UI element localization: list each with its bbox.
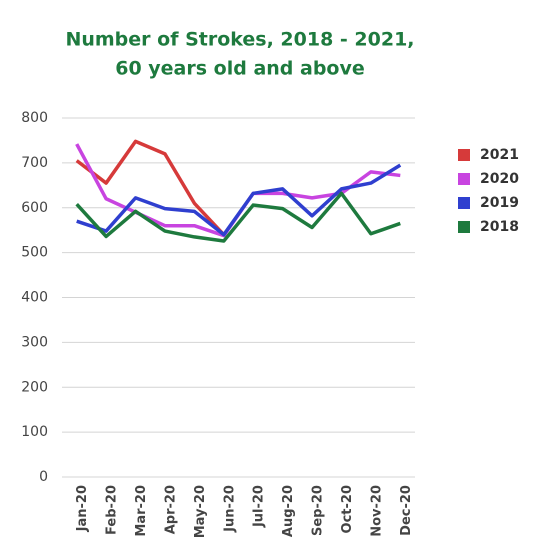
x-tick-label: Jan-20 [75,485,90,532]
y-tick-label: 800 [21,110,48,126]
x-tick-label: Sep-20 [311,485,326,536]
x-tick-label: Dec-20 [399,485,414,536]
x-tick-label: Mar-20 [134,485,149,537]
line [75,191,401,243]
y-tick-label: 100 [21,424,48,440]
x-tick-label: Jul-20 [252,485,267,528]
y-tick-label: 300 [21,334,48,350]
x-tick-label: May-20 [193,485,208,538]
x-tick-label: Aug-20 [281,485,296,537]
line [76,163,402,237]
chart-title: 60 years old and above [115,58,365,80]
x-tick-label: Nov-20 [369,485,384,537]
x-tick-label: Jun-20 [222,485,237,533]
x-tick-label: Apr-20 [163,485,178,534]
y-tick-label: 0 [39,469,48,485]
y-tick-label: 600 [21,200,48,216]
legend-swatch [458,197,470,209]
x-tick-label: Oct-20 [340,485,355,533]
legend-swatch [458,149,470,161]
legend-label: 2019 [480,195,519,211]
legend-label: 2021 [480,147,519,163]
line [75,139,226,236]
legend-swatch [458,173,470,185]
x-tick-label: Feb-20 [105,485,120,535]
y-tick-label: 500 [21,245,48,261]
legend-label: 2018 [480,219,519,235]
y-tick-label: 200 [21,379,48,395]
legend-swatch [458,221,470,233]
chart-title: Number of Strokes, 2018 - 2021, [65,29,414,51]
y-tick-label: 400 [21,290,48,306]
legend-label: 2020 [480,171,519,187]
y-tick-label: 700 [21,155,48,171]
